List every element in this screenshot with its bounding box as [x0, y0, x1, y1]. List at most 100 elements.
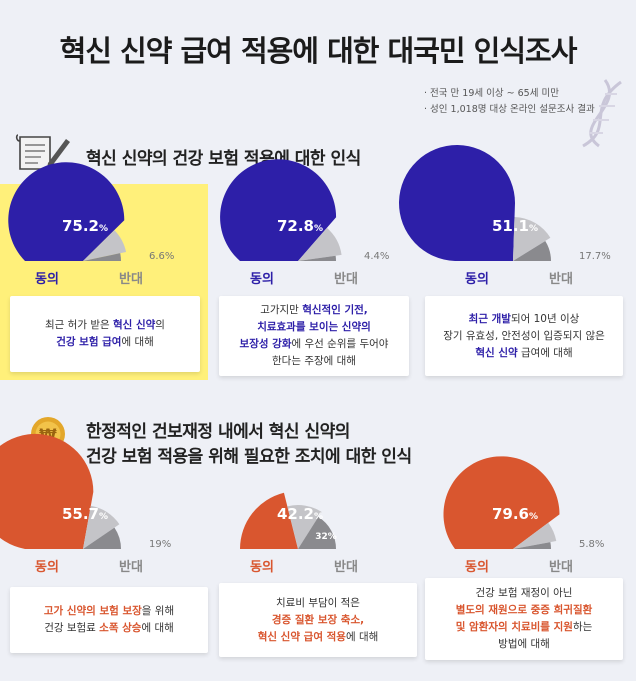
- document-pen-icon: [15, 134, 70, 170]
- description-line: 건강 보험 급여에 대해: [56, 334, 154, 351]
- neutral-segment: [287, 505, 322, 549]
- emphasis-text: 혁신 신약: [113, 319, 156, 331]
- description-line: 건강 보험 재정이 아닌: [476, 585, 573, 602]
- section-title-2-line1: 한정적인 건보재정 내에서 혁신 신약의: [86, 422, 350, 442]
- agree-label: 동의: [250, 271, 274, 287]
- section-title-2-line2: 건강 보험 적용을 위해 필요한 조치에 대한 인식: [86, 447, 412, 467]
- description-text: 에 대해: [121, 336, 154, 348]
- survey-notes: · 전국 만 19세 이상 ~ 65세 미만 · 성인 1,018명 대상 온라…: [424, 86, 595, 118]
- gauge-chart: 79.6% 5.8% 동의 반대: [443, 456, 604, 575]
- disagree-segment: [298, 516, 336, 549]
- disagree-value: 19%: [149, 539, 171, 550]
- description-text: 치료비 부담이 적은: [276, 596, 360, 609]
- description-text: 건강 보험료: [44, 622, 100, 634]
- agree-value: 75.2%: [62, 217, 108, 235]
- description-line: 보장성 강화에 우선 순위를 두어야: [240, 336, 389, 353]
- disagree-label: 반대: [334, 271, 358, 287]
- disagree-segment: [83, 253, 121, 261]
- description-line: 별도의 재원으로 중증 희귀질환: [456, 602, 593, 619]
- disagree-value: 17.7%: [579, 251, 611, 262]
- description-text: 에 대해: [141, 622, 174, 634]
- description-line: 및 암환자의 치료비를 지원하는: [456, 619, 593, 636]
- dna-icon: [582, 79, 622, 148]
- description-line: 방법에 대해: [498, 636, 550, 653]
- description-text: 건강 보험 재정이 아닌: [475, 587, 573, 599]
- section-title-2: 한정적인 건보재정 내에서 혁신 신약의 건강 보험 적용을 위해 필요한 조치…: [86, 420, 412, 470]
- gauge-chart: 72.8% 4.4% 동의 반대: [220, 159, 389, 287]
- description-line: 최근 개발되어 10년 이상: [469, 311, 580, 328]
- gauge-chart: 55.7% 19% 동의 반대: [0, 433, 171, 575]
- agree-value: 51.1%: [492, 217, 538, 235]
- disagree-segment: [513, 542, 551, 549]
- emphasis-text: 및 암환자의 치료비를 지원: [455, 621, 573, 633]
- agree-value: 72.8%: [277, 217, 323, 235]
- disagree-label: 반대: [119, 559, 143, 575]
- description-text: 최근 허가 받은: [45, 319, 113, 331]
- agree-segment: [399, 145, 516, 261]
- emphasis-text: 건강 보험 급여: [56, 336, 122, 348]
- agree-segment: [8, 162, 125, 261]
- emphasis-text: 별도의 재원으로 중증 희귀질환: [455, 604, 593, 616]
- disagree-label: 반대: [549, 271, 573, 287]
- emphasis-text: 혁신적인 기전,: [302, 304, 368, 316]
- disagree-label: 반대: [119, 271, 143, 287]
- disagree-label: 반대: [334, 559, 358, 575]
- agree-label: 동의: [465, 271, 489, 287]
- description-line: 경증 질환 보장 축소,: [272, 612, 364, 629]
- description-card: 최근 허가 받은 혁신 신약의 건강 보험 급여에 대해: [10, 296, 200, 372]
- agree-value: 42.2%: [277, 505, 323, 523]
- description-text: 을 위해: [141, 605, 175, 617]
- disagree-value: 6.6%: [149, 251, 174, 262]
- description-text: 의: [155, 319, 165, 331]
- description-line: 혁신 신약 급여에 대해: [475, 345, 572, 362]
- emphasis-text: 치료효과를 보이는 신약의: [257, 321, 371, 333]
- emphasis-text: 고가 신약의 보험 보장: [43, 605, 142, 617]
- description-line: 치료효과를 보이는 신약의: [257, 319, 371, 336]
- gauge-chart: 75.2% 6.6% 동의 반대: [8, 162, 174, 287]
- emphasis-text: 소폭 상승: [99, 622, 142, 634]
- page-title: 혁신 신약 급여 적용에 대한 대국민 인식조사: [59, 34, 578, 68]
- description-line: 한다는 주장에 대해: [272, 353, 356, 370]
- neutral-segment: [513, 217, 551, 261]
- description-text: 급여에 대해: [517, 346, 573, 359]
- section-title-1: 혁신 신약의 건강 보험 적용에 대한 인식: [86, 149, 361, 169]
- description-line: 치료비 부담이 적은: [276, 595, 360, 612]
- description-line: 최근 허가 받은 혁신 신약의: [45, 317, 165, 334]
- description-line: 혁신 신약 급여 적용에 대해: [258, 629, 379, 646]
- description-text: 방법에 대해: [498, 638, 550, 650]
- neutral-segment: [513, 522, 557, 549]
- agree-segment: [0, 433, 94, 549]
- description-line: 고가지만 혁신적인 기전,: [260, 302, 368, 319]
- agree-segment: [220, 159, 337, 261]
- agree-label: 동의: [465, 559, 489, 575]
- neutral-segment: [298, 227, 342, 261]
- disagree-segment: [513, 240, 551, 261]
- agree-label: 동의: [35, 271, 59, 287]
- note-line: · 전국 만 19세 이상 ~ 65세 미만: [424, 88, 559, 99]
- disagree-value: 32%: [315, 532, 337, 542]
- description-text: 고가지만: [260, 304, 303, 316]
- neutral-segment: [83, 230, 127, 261]
- emphasis-text: 경증 질환 보장 축소,: [271, 613, 365, 626]
- emphasis-text: 혁신 신약: [475, 346, 518, 359]
- disagree-value: 5.8%: [579, 539, 604, 550]
- disagree-value: 4.4%: [364, 251, 389, 262]
- description-text: 장기 유효성, 안전성이 입증되지 않은: [443, 329, 605, 342]
- description-text: 에 대해: [345, 630, 379, 643]
- agree-label: 동의: [35, 559, 59, 575]
- description-text: 하는: [572, 621, 593, 633]
- emphasis-text: 혁신 신약 급여 적용: [257, 630, 346, 643]
- description-text: 에 우선 순위를 두어야: [291, 338, 389, 350]
- note-line: · 성인 1,018명 대상 온라인 설문조사 결과: [424, 104, 595, 115]
- description-text: 되어 10년 이상: [510, 312, 580, 325]
- neutral-segment: [83, 505, 120, 549]
- agree-value: 55.7%: [62, 505, 108, 523]
- description-line: 건강 보험료 소폭 상승에 대해: [44, 620, 174, 637]
- description-line: 장기 유효성, 안전성이 입증되지 않은: [443, 328, 605, 345]
- gauge-chart: 51.1% 17.7% 동의 반대: [399, 145, 611, 287]
- disagree-label: 반대: [549, 559, 573, 575]
